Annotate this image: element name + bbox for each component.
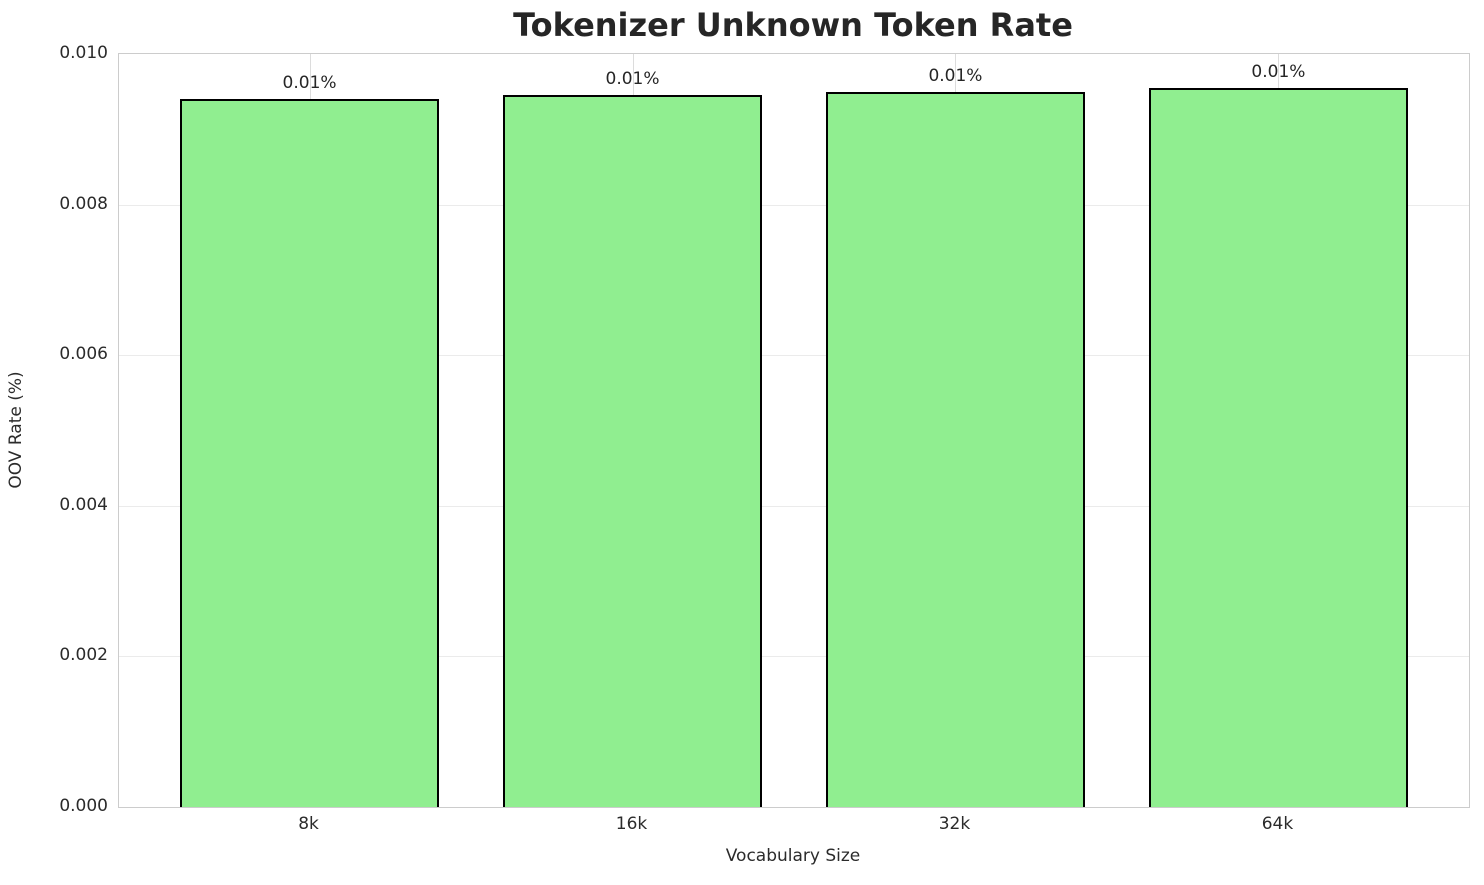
h-gridline [119, 505, 1469, 507]
x-tick-label: 32k [938, 814, 971, 834]
plot-area: 0.01% 0.01% 0.01% 0.01% [118, 53, 1470, 808]
y-tick-label: 0.006 [59, 344, 108, 365]
bar-value-label: 0.01% [605, 69, 660, 90]
x-tick-label: 8k [298, 814, 319, 834]
y-tick-label: 0.004 [59, 494, 108, 515]
x-tick-label: 64k [1261, 814, 1294, 834]
y-tick-label: 0.010 [59, 43, 108, 63]
y-tick-label: 0.002 [59, 645, 108, 666]
bar-value-label: 0.01% [1251, 61, 1306, 82]
y-tick-label: 0.000 [59, 796, 108, 816]
bar-value-label: 0.01% [928, 65, 983, 86]
y-axis-label: OOV Rate (%) [6, 371, 26, 489]
bar-value-label: 0.01% [282, 73, 337, 94]
h-gridline [119, 656, 1469, 658]
chart-title: Tokenizer Unknown Token Rate [513, 6, 1073, 44]
y-tick-label: 0.008 [59, 193, 108, 214]
h-gridline [119, 355, 1469, 357]
bar [1149, 87, 1408, 807]
x-tick-label: 16k [615, 814, 648, 834]
bar [826, 91, 1085, 807]
bar [503, 95, 762, 807]
x-axis-label: Vocabulary Size [725, 846, 861, 866]
h-gridline [119, 204, 1469, 206]
bar [180, 99, 439, 807]
